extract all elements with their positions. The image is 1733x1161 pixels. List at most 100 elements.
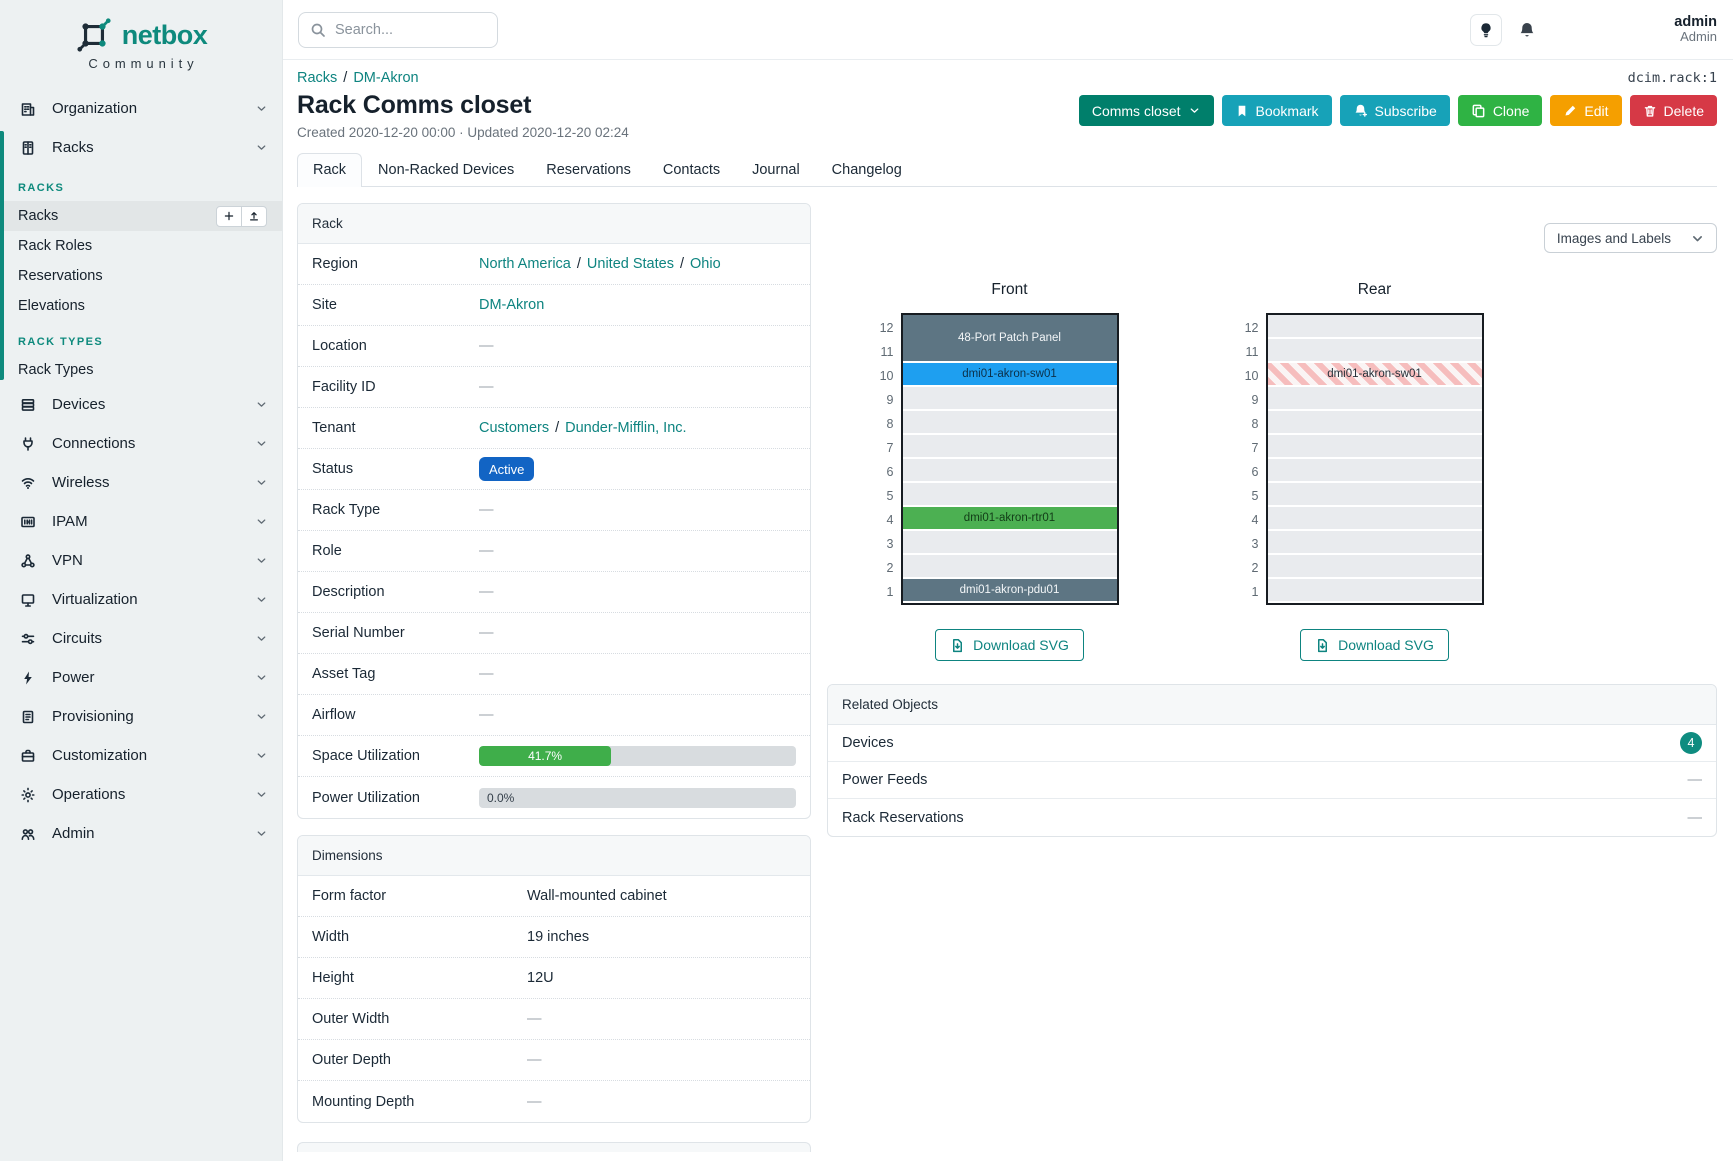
sidebar-item-ipam[interactable]: IPAM <box>0 502 282 541</box>
related-object-label: Devices <box>842 735 894 751</box>
sidebar-item-organization[interactable]: Organization <box>0 89 282 128</box>
tab-changelog[interactable]: Changelog <box>831 162 902 178</box>
sidebar-item-label: Rack Types <box>18 362 94 378</box>
value-link[interactable]: United States <box>586 256 674 272</box>
sidebar-item-virtualization[interactable]: Virtualization <box>0 580 282 619</box>
sidebar-item-admin[interactable]: Admin <box>0 814 282 853</box>
rack-unit-empty <box>1267 507 1482 529</box>
download-svg-button-front[interactable]: Download SVG <box>935 629 1084 661</box>
clone-button[interactable]: Clone <box>1457 95 1543 126</box>
row-value: — <box>479 584 796 600</box>
user-menu[interactable]: admin Admin <box>1674 14 1717 46</box>
import-button[interactable] <box>241 205 267 227</box>
sidebar-item-racks[interactable]: Racks <box>0 128 282 167</box>
images-labels-select[interactable]: Images and Labels <box>1543 223 1717 253</box>
rack-unit-device[interactable]: dmi01-akron-sw01 <box>1267 363 1482 385</box>
row-value: Wall-mounted cabinet <box>527 888 796 904</box>
bookmark-button[interactable]: Bookmark <box>1221 95 1332 126</box>
related-object-row[interactable]: Power Feeds — <box>828 762 1716 799</box>
delete-button-label: Delete <box>1663 102 1704 119</box>
sidebar-item-provisioning[interactable]: Provisioning <box>0 697 282 736</box>
search-box[interactable] <box>298 11 498 48</box>
sidebar-item-circuits[interactable]: Circuits <box>0 619 282 658</box>
rack-unit-empty <box>902 435 1117 457</box>
breadcrumb-racks-link[interactable]: Racks <box>297 70 338 86</box>
edit-button[interactable]: Edit <box>1550 95 1622 126</box>
sidebar-item-elevations[interactable]: Elevations <box>0 291 282 321</box>
rack-unit-empty <box>1267 531 1482 553</box>
dimensions-panel-title: Dimensions <box>298 836 810 876</box>
sidebar-item-label: Power <box>52 669 95 686</box>
unit-number: 7 <box>1251 440 1259 455</box>
value-link[interactable]: Dunder-Mifflin, Inc. <box>565 420 687 436</box>
unit-number: 3 <box>1251 536 1259 551</box>
download-svg-button-rear[interactable]: Download SVG <box>1300 629 1449 661</box>
utilization-bar-label: 0.0% <box>487 790 515 805</box>
sidebar-item-label: Admin <box>52 825 95 842</box>
rack-unit-empty <box>902 483 1117 505</box>
subscribe-button[interactable]: Subscribe <box>1339 95 1450 126</box>
rack-unit-empty <box>1267 315 1482 337</box>
tab-non-racked-devices[interactable]: Non-Racked Devices <box>378 162 515 178</box>
related-object-row[interactable]: Devices 4 <box>828 725 1716 762</box>
unit-number: 4 <box>1251 512 1259 527</box>
search-icon <box>310 22 326 38</box>
row-label: Outer Depth <box>312 1052 391 1068</box>
sidebar-item-label: Racks <box>18 208 59 224</box>
clone-button-label: Clone <box>1492 102 1530 119</box>
rack-frame: 48-Port Patch Panel dmi01-akron-sw01 dmi01… <box>900 313 1119 605</box>
tab-rack[interactable]: Rack <box>297 153 363 187</box>
rack-drawing: 12 11 10 9 8 7 6 5 4 3 2 1 48-Port Patch Panel dmi01-… <box>880 313 1119 605</box>
rack-panel: Rack Region North America / United States / O… <box>297 203 811 819</box>
sidebar-item-wireless[interactable]: Wireless <box>0 463 282 502</box>
tab-contacts[interactable]: Contacts <box>662 162 721 178</box>
row-label: Tenant <box>312 420 356 436</box>
bell-plus-icon <box>1353 103 1368 118</box>
brand[interactable]: netbox Community <box>0 0 282 79</box>
link-separator: / <box>576 256 581 272</box>
sidebar-item-customization[interactable]: Customization <box>0 736 282 775</box>
sidebar-item-vpn[interactable]: VPN <box>0 541 282 580</box>
chevron-down-icon <box>255 710 268 723</box>
rack-unit-device[interactable]: dmi01-akron-sw01 <box>902 363 1117 385</box>
sidebar-item-label: Operations <box>52 786 126 803</box>
rack-unit-device[interactable]: dmi01-akron-pdu01 <box>902 579 1117 601</box>
theme-toggle-button[interactable] <box>1470 13 1503 46</box>
rack-unit-device[interactable]: dmi01-akron-rtr01 <box>902 507 1117 529</box>
value-link[interactable]: Ohio <box>690 256 721 272</box>
bookmark-icon <box>1235 104 1249 118</box>
add-button[interactable] <box>216 205 242 227</box>
related-object-row[interactable]: Rack Reservations — <box>828 799 1716 836</box>
row-label: Height <box>312 970 354 986</box>
sidebar-item-rack-types[interactable]: Rack Types <box>0 355 282 385</box>
sidebar-item-devices[interactable]: Devices <box>0 385 282 424</box>
empty-value: — <box>479 543 494 559</box>
table-row: Power Utilization 0.0% <box>298 777 810 818</box>
netbox-logo-icon <box>75 16 113 54</box>
comms-closet-button[interactable]: Comms closet <box>1078 95 1214 126</box>
rack-elevations: Front 12 11 10 9 8 7 6 5 4 3 2 1 48-Port Patch Panel d… <box>827 281 1717 661</box>
sidebar-item-power[interactable]: Power <box>0 658 282 697</box>
unit-number: 9 <box>886 392 894 407</box>
sidebar-item-reservations[interactable]: Reservations <box>0 261 282 291</box>
status-badge: Active <box>479 457 535 481</box>
value-link[interactable]: Customers <box>479 420 550 436</box>
notifications-bell-icon[interactable] <box>1518 21 1536 39</box>
breadcrumb-site-link[interactable]: DM-Akron <box>353 70 419 86</box>
row-label: Asset Tag <box>312 666 376 682</box>
sidebar-item-connections[interactable]: Connections <box>0 424 282 463</box>
search-input[interactable] <box>335 21 486 38</box>
ipam-icon <box>20 514 36 530</box>
sidebar-item-racks[interactable]: Racks <box>0 201 282 231</box>
sidebar-item-operations[interactable]: Operations <box>0 775 282 814</box>
value-link[interactable]: DM-Akron <box>479 297 545 313</box>
tab-reservations[interactable]: Reservations <box>546 162 631 178</box>
delete-button[interactable]: Delete <box>1629 95 1717 126</box>
active-section-stripe <box>0 131 4 380</box>
tab-journal[interactable]: Journal <box>752 162 800 178</box>
value-link[interactable]: North America <box>479 256 571 272</box>
sidebar-item-rack-roles[interactable]: Rack Roles <box>0 231 282 261</box>
unit-number: 3 <box>886 536 894 551</box>
rack-unit-device[interactable]: 48-Port Patch Panel <box>902 315 1117 361</box>
link-separator: / <box>555 420 560 436</box>
